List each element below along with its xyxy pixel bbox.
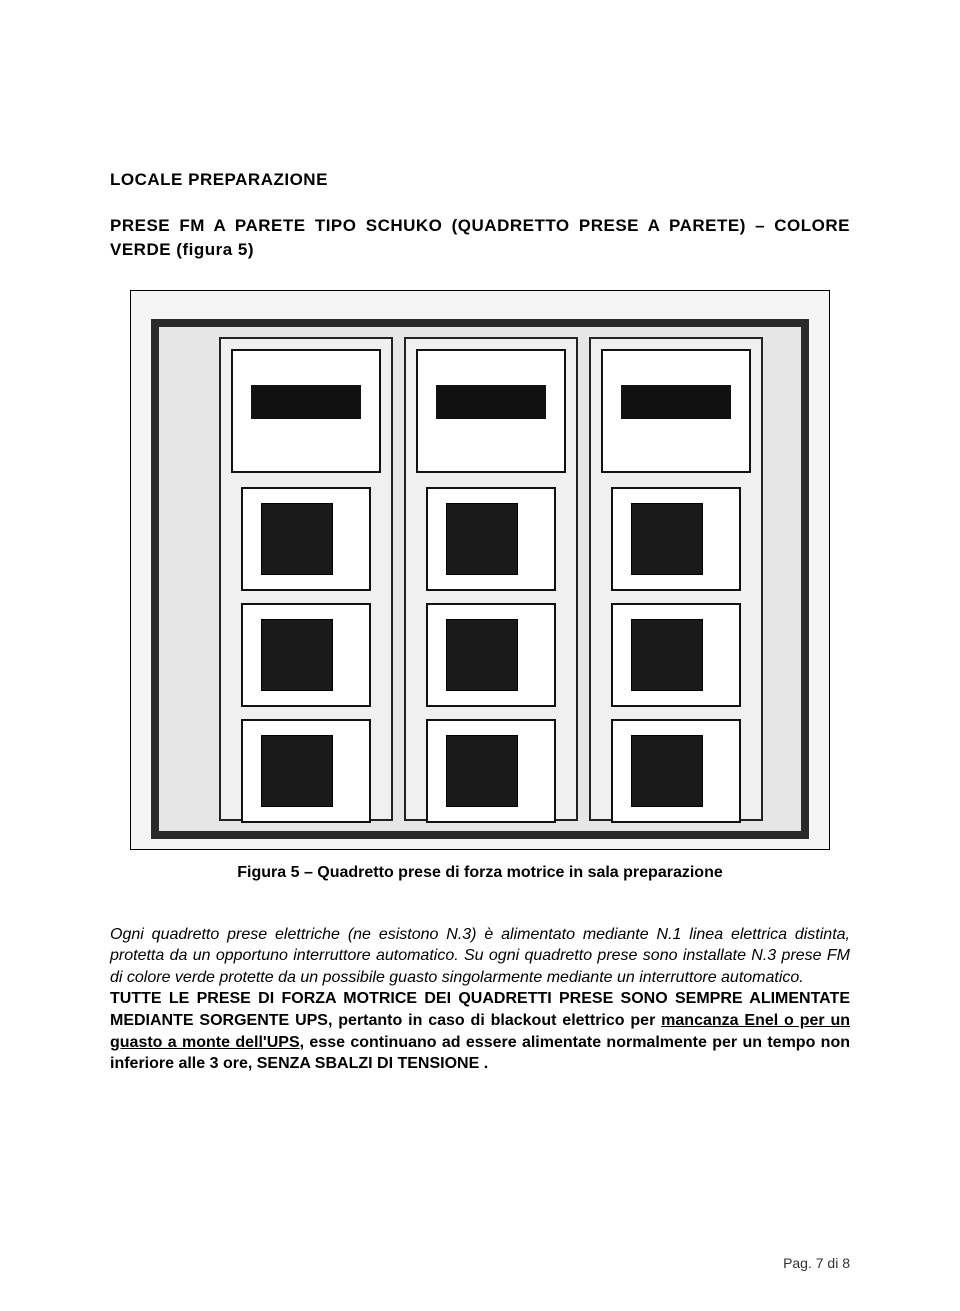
equipment-rack <box>151 319 809 839</box>
socket-module <box>426 603 556 707</box>
page-number: Pag. 7 di 8 <box>783 1255 850 1271</box>
figure-caption: Figura 5 – Quadretto prese di forza motr… <box>110 864 850 882</box>
paragraph-italic: Ogni quadretto prese elettriche (ne esis… <box>110 924 850 989</box>
socket-column <box>404 337 578 821</box>
sub-heading: PRESE FM A PARETE TIPO SCHUKO (QUADRETTO… <box>110 214 850 262</box>
breaker-box <box>231 349 381 473</box>
socket-module <box>241 487 371 591</box>
socket-column <box>219 337 393 821</box>
breaker-box <box>601 349 751 473</box>
socket-module <box>611 487 741 591</box>
socket-module <box>426 487 556 591</box>
socket-module <box>241 603 371 707</box>
figure-5 <box>130 290 830 850</box>
section-title: LOCALE PREPARAZIONE <box>110 170 850 190</box>
paragraph-bold: TUTTE LE PRESE DI FORZA MOTRICE DEI QUAD… <box>110 988 850 1074</box>
socket-module <box>611 603 741 707</box>
document-page: LOCALE PREPARAZIONE PRESE FM A PARETE TI… <box>0 0 960 1311</box>
socket-module <box>611 719 741 823</box>
socket-module <box>426 719 556 823</box>
socket-column <box>589 337 763 821</box>
breaker-box <box>416 349 566 473</box>
socket-module <box>241 719 371 823</box>
